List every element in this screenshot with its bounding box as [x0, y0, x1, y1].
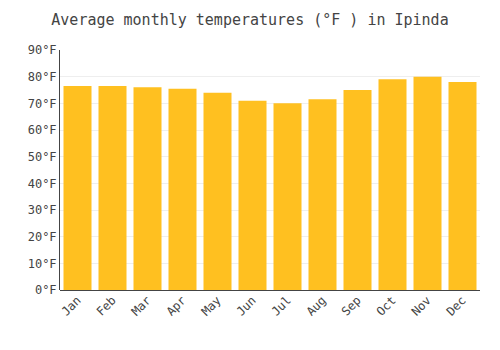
svg-text:Sep: Sep	[339, 293, 364, 318]
svg-text:May: May	[199, 293, 224, 318]
svg-text:40°F: 40°F	[28, 177, 57, 191]
svg-text:Aug: Aug	[304, 293, 329, 318]
svg-text:Feb: Feb	[94, 293, 119, 318]
svg-text:80°F: 80°F	[28, 70, 57, 84]
svg-text:10°F: 10°F	[28, 257, 57, 271]
svg-text:Mar: Mar	[129, 293, 154, 318]
svg-text:Apr: Apr	[164, 293, 189, 318]
svg-text:Jan: Jan	[59, 293, 84, 318]
svg-text:Oct: Oct	[374, 293, 399, 318]
svg-text:Dec: Dec	[444, 293, 469, 318]
svg-text:20°F: 20°F	[28, 230, 57, 244]
svg-text:Jul: Jul	[269, 293, 294, 318]
svg-text:Average monthly temperatures (: Average monthly temperatures (°F ) in Ip…	[51, 11, 448, 29]
svg-text:60°F: 60°F	[28, 123, 57, 137]
svg-text:0°F: 0°F	[35, 283, 57, 297]
svg-text:30°F: 30°F	[28, 203, 57, 217]
svg-text:Jun: Jun	[234, 293, 259, 318]
svg-text:50°F: 50°F	[28, 150, 57, 164]
svg-text:70°F: 70°F	[28, 97, 57, 111]
svg-text:Nov: Nov	[409, 293, 434, 318]
svg-text:90°F: 90°F	[28, 43, 57, 57]
